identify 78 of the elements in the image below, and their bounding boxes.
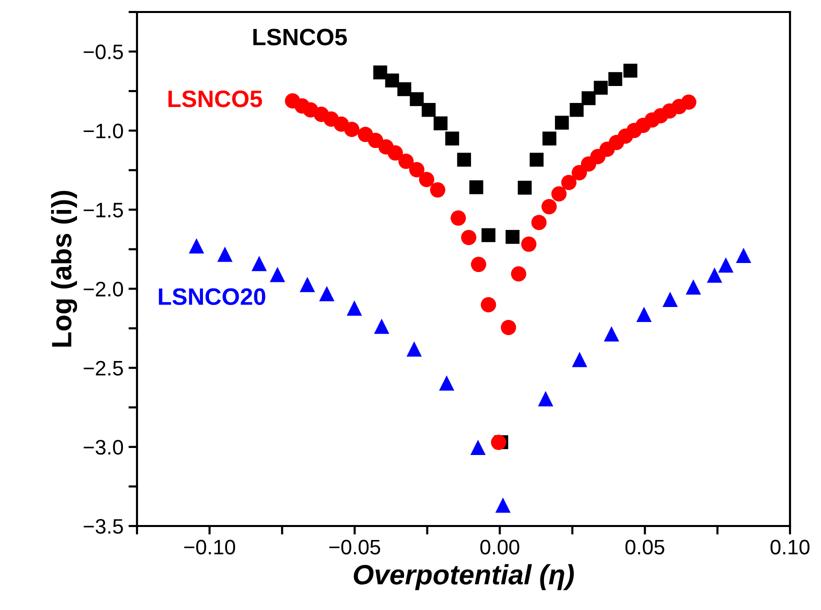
- point: [570, 102, 584, 117]
- y-tick-label: −1.5: [84, 202, 123, 218]
- point: [594, 80, 608, 95]
- point: [561, 174, 576, 190]
- x-tick-label: −0.10: [184, 540, 236, 554]
- y-axis-title: Log (abs (i)): [51, 190, 78, 347]
- point: [490, 434, 506, 450]
- x-tick-label: 0.00: [480, 540, 520, 554]
- point: [686, 279, 701, 295]
- x-tick-label: 0.05: [625, 540, 664, 554]
- point: [457, 152, 472, 167]
- point: [461, 230, 476, 246]
- point: [718, 257, 734, 273]
- point: [252, 256, 267, 272]
- y-tick-label: −1.0: [84, 124, 123, 138]
- x-tick-label: 0.10: [770, 540, 810, 554]
- series-label: LSNCO5: [253, 28, 347, 46]
- point: [542, 132, 556, 146]
- y-tick-label: −2.0: [84, 282, 123, 297]
- point: [422, 102, 436, 117]
- point: [419, 172, 434, 188]
- point: [430, 182, 446, 198]
- point: [554, 116, 569, 130]
- point: [434, 116, 448, 130]
- point: [469, 180, 484, 194]
- point: [373, 65, 388, 80]
- point: [572, 165, 587, 180]
- point: [500, 320, 516, 336]
- point: [495, 497, 511, 513]
- point: [506, 230, 520, 244]
- point: [188, 238, 204, 254]
- point: [470, 440, 486, 456]
- point: [450, 210, 466, 226]
- y-tick-label: −3.0: [84, 440, 123, 455]
- point: [538, 391, 554, 406]
- y-tick-label: −3.5: [84, 519, 123, 534]
- point: [319, 286, 334, 302]
- point: [270, 266, 286, 282]
- point: [604, 326, 620, 342]
- point: [410, 92, 424, 106]
- point: [572, 352, 588, 368]
- point: [397, 82, 412, 96]
- point: [482, 228, 496, 242]
- point: [388, 145, 403, 161]
- point: [409, 162, 424, 178]
- x-axis-title: Overpotential (η): [354, 564, 574, 590]
- y-tick-label: −0.5: [84, 44, 123, 60]
- point: [480, 297, 496, 312]
- point: [445, 132, 460, 146]
- point: [681, 94, 696, 110]
- point: [531, 214, 547, 230]
- point: [706, 268, 722, 283]
- point: [551, 186, 567, 202]
- series-label: LSNCO5: [168, 90, 262, 108]
- point: [623, 64, 638, 78]
- point: [346, 300, 362, 316]
- point: [439, 375, 454, 391]
- point: [736, 248, 752, 264]
- point: [582, 91, 596, 106]
- point: [541, 199, 557, 214]
- point: [608, 72, 622, 86]
- point: [518, 180, 532, 195]
- point: [385, 74, 400, 88]
- point: [374, 318, 390, 334]
- point: [636, 306, 652, 322]
- point: [662, 292, 678, 308]
- point: [344, 122, 360, 137]
- point: [217, 246, 233, 262]
- point: [530, 152, 544, 167]
- point: [406, 341, 422, 357]
- point: [300, 276, 315, 292]
- point: [398, 154, 414, 169]
- point: [470, 256, 486, 272]
- series-label: LSNCO20: [158, 288, 266, 306]
- point: [511, 266, 526, 282]
- point: [521, 236, 536, 252]
- y-tick-label: −2.5: [84, 360, 123, 376]
- x-tick-label: −0.05: [329, 540, 380, 554]
